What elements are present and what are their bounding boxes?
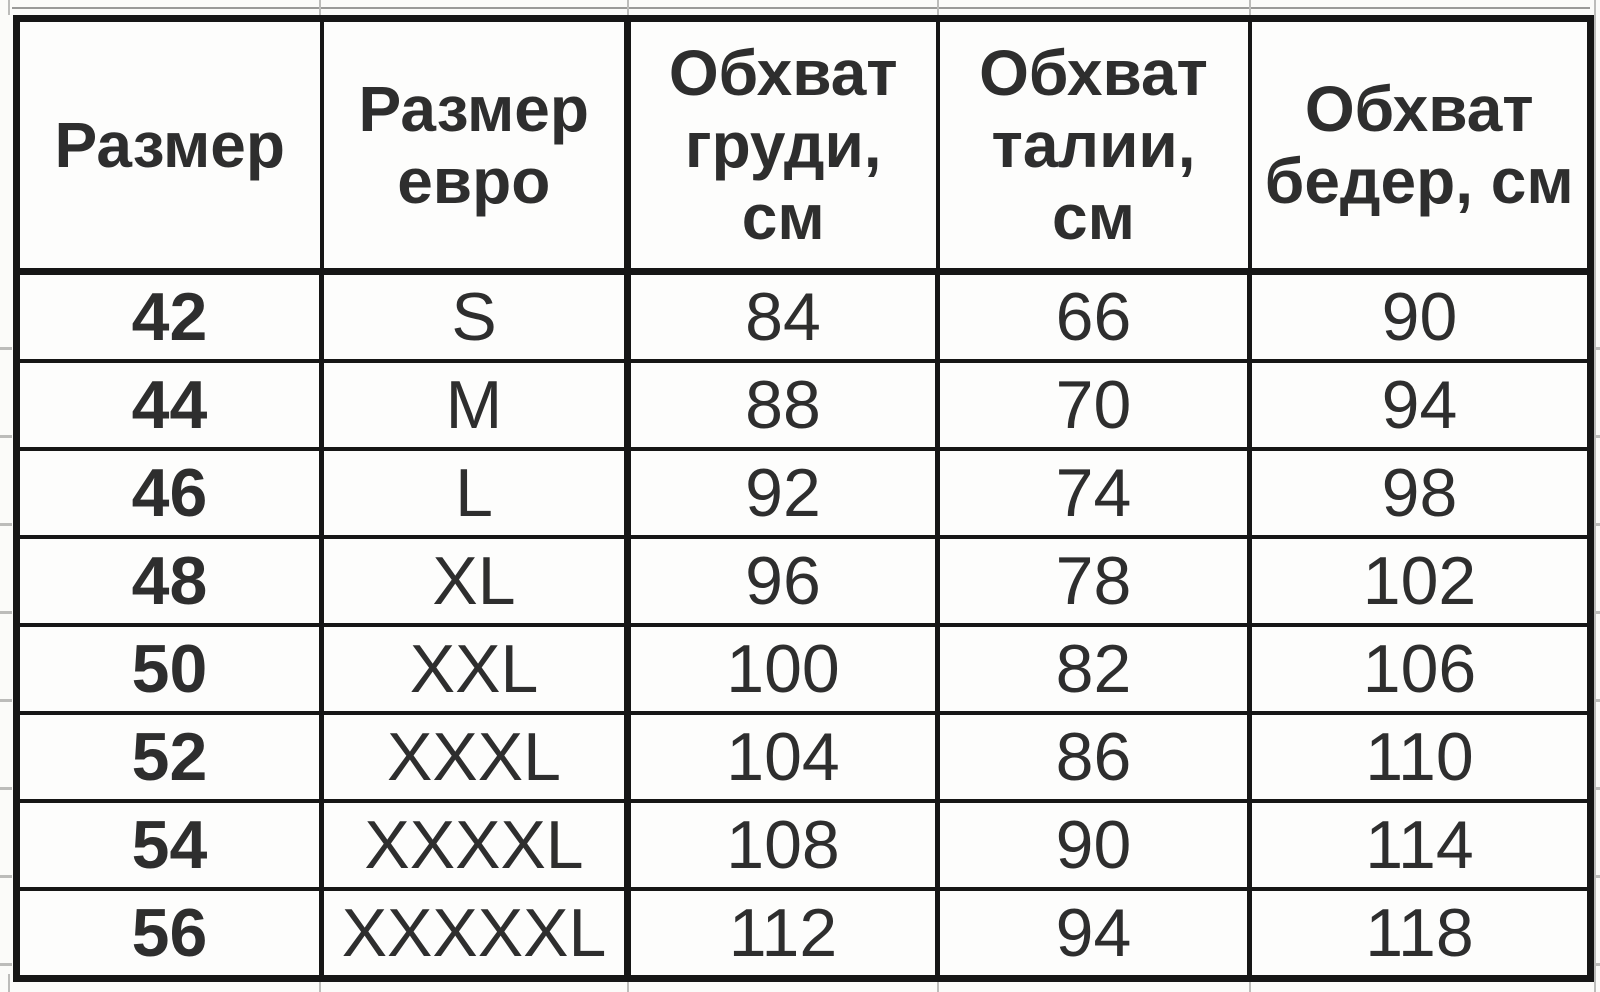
cell-euro: L — [319, 447, 630, 539]
cell-waist: 90 — [935, 799, 1252, 891]
cell-size: 50 — [14, 623, 324, 715]
header-cell-waist: Обхват талии, см — [935, 16, 1252, 275]
gridline-stub — [627, 974, 629, 992]
cell-waist: 86 — [935, 711, 1252, 803]
cell-hips: 90 — [1247, 269, 1593, 363]
gridline-stub — [937, 974, 939, 992]
cell-size: 44 — [14, 359, 324, 451]
cell-size: 48 — [14, 535, 324, 627]
gridline-stub — [319, 974, 321, 992]
table-row: 52 XXXL 104 86 110 — [14, 711, 1593, 803]
cell-euro: M — [319, 359, 630, 451]
cell-size: 46 — [14, 447, 324, 539]
table-row: 48 XL 96 78 102 — [14, 535, 1593, 627]
size-chart-table: Размер Размер евро Обхват груди, см Обхв… — [13, 15, 1594, 982]
cell-chest: 88 — [624, 359, 940, 451]
cell-chest: 96 — [624, 535, 940, 627]
cell-waist: 78 — [935, 535, 1252, 627]
cell-chest: 84 — [624, 269, 940, 363]
cell-waist: 70 — [935, 359, 1252, 451]
cell-chest: 108 — [624, 799, 940, 891]
table-row: 56 XXXXXL 112 94 118 — [14, 887, 1593, 981]
table-row: 44 M 88 70 94 — [14, 359, 1593, 451]
cell-hips: 114 — [1247, 799, 1593, 891]
header-cell-size: Размер — [14, 16, 324, 275]
gridline-top-edge — [12, 7, 1590, 9]
gridline-stub — [1249, 0, 1251, 15]
table-row: 50 XXL 100 82 106 — [14, 623, 1593, 715]
cell-size: 42 — [14, 269, 324, 363]
cell-size: 54 — [14, 799, 324, 891]
gridline-stub — [937, 0, 939, 15]
cell-waist: 66 — [935, 269, 1252, 363]
gridline-left-rows — [0, 262, 12, 974]
cell-waist: 82 — [935, 623, 1252, 715]
header-row: Размер Размер евро Обхват груди, см Обхв… — [14, 16, 1593, 275]
cell-hips: 118 — [1247, 887, 1593, 981]
cell-chest: 112 — [624, 887, 940, 981]
cell-waist: 74 — [935, 447, 1252, 539]
cell-hips: 102 — [1247, 535, 1593, 627]
cell-euro: XXXXL — [319, 799, 630, 891]
header-cell-chest: Обхват груди, см — [624, 16, 940, 275]
cell-waist: 94 — [935, 887, 1252, 981]
cell-chest: 104 — [624, 711, 940, 803]
cell-hips: 106 — [1247, 623, 1593, 715]
gridline-stub — [1249, 974, 1251, 992]
cell-hips: 94 — [1247, 359, 1593, 451]
cell-chest: 100 — [624, 623, 940, 715]
gridline-stub — [8, 974, 10, 992]
cell-euro: XXL — [319, 623, 630, 715]
cell-euro: S — [319, 269, 630, 363]
cell-euro: XXXL — [319, 711, 630, 803]
cell-hips: 98 — [1247, 447, 1593, 539]
cell-size: 56 — [14, 887, 324, 981]
header-cell-euro: Размер евро — [319, 16, 630, 275]
cell-euro: XXXXXL — [319, 887, 630, 981]
gridline-stub — [8, 0, 10, 15]
header-cell-hips: Обхват бедер, см — [1247, 16, 1593, 275]
cell-hips: 110 — [1247, 711, 1593, 803]
gridline-right-rows — [1590, 262, 1600, 974]
gridline-stub — [627, 0, 629, 15]
table-row: 42 S 84 66 90 — [14, 269, 1593, 363]
cell-chest: 92 — [624, 447, 940, 539]
gridline-stub — [319, 0, 321, 15]
table-row: 46 L 92 74 98 — [14, 447, 1593, 539]
cell-size: 52 — [14, 711, 324, 803]
table-row: 54 XXXXL 108 90 114 — [14, 799, 1593, 891]
cell-euro: XL — [319, 535, 630, 627]
